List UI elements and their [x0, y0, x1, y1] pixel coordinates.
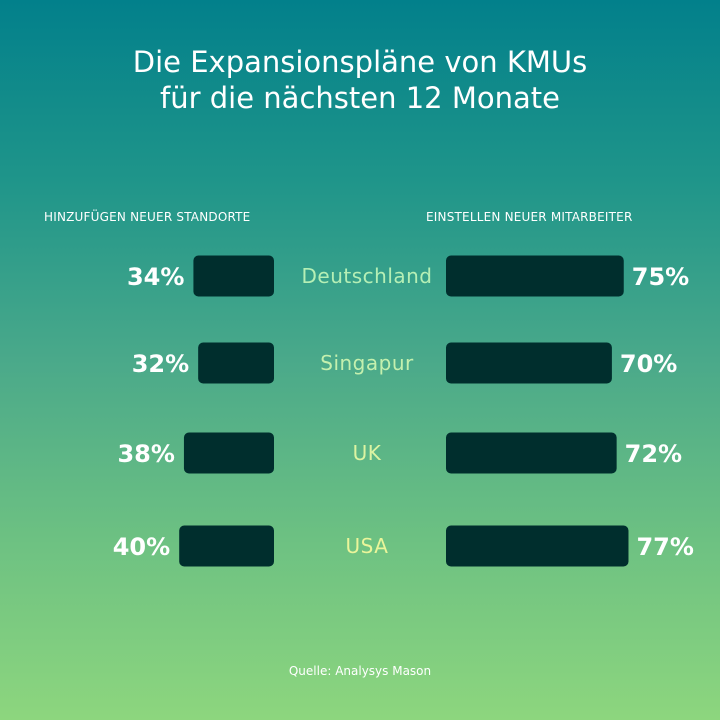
category-label: USA: [346, 534, 389, 558]
bar-right-uk: [446, 432, 617, 474]
value-label-left: 32%: [132, 350, 189, 378]
source-note: Quelle: Analysys Mason: [288, 664, 432, 678]
category-label: UK: [353, 441, 382, 465]
title-line-1: Die Expansionspläne von KMUs: [132, 45, 588, 79]
chart-title: Die Expansionspläne von KMUs für die näc…: [0, 44, 720, 116]
bar-left-deutschland: [193, 255, 274, 297]
bar-left-singapur: [198, 342, 274, 384]
value-label-right: 72%: [625, 440, 682, 468]
value-label-right: 70%: [620, 350, 677, 378]
left-series-heading: HINZUFÜGEN NEUER STANDORTE: [44, 210, 251, 224]
value-label-left: 40%: [113, 533, 170, 561]
bar-right-deutschland: [446, 255, 624, 297]
right-series-heading: EINSTELLEN NEUER MITARBEITER: [426, 210, 633, 224]
value-label-left: 38%: [117, 440, 174, 468]
category-label: Singapur: [320, 351, 414, 375]
bar-right-usa: [446, 525, 629, 567]
category-label: Deutschland: [302, 264, 433, 288]
value-label-right: 75%: [632, 263, 689, 291]
bar-left-usa: [179, 525, 274, 567]
title-line-2: für die nächsten 12 Monate: [160, 81, 560, 115]
bar-left-uk: [183, 432, 274, 474]
value-label-left: 34%: [127, 263, 184, 291]
bar-right-singapur: [446, 342, 612, 384]
value-label-right: 77%: [636, 533, 693, 561]
